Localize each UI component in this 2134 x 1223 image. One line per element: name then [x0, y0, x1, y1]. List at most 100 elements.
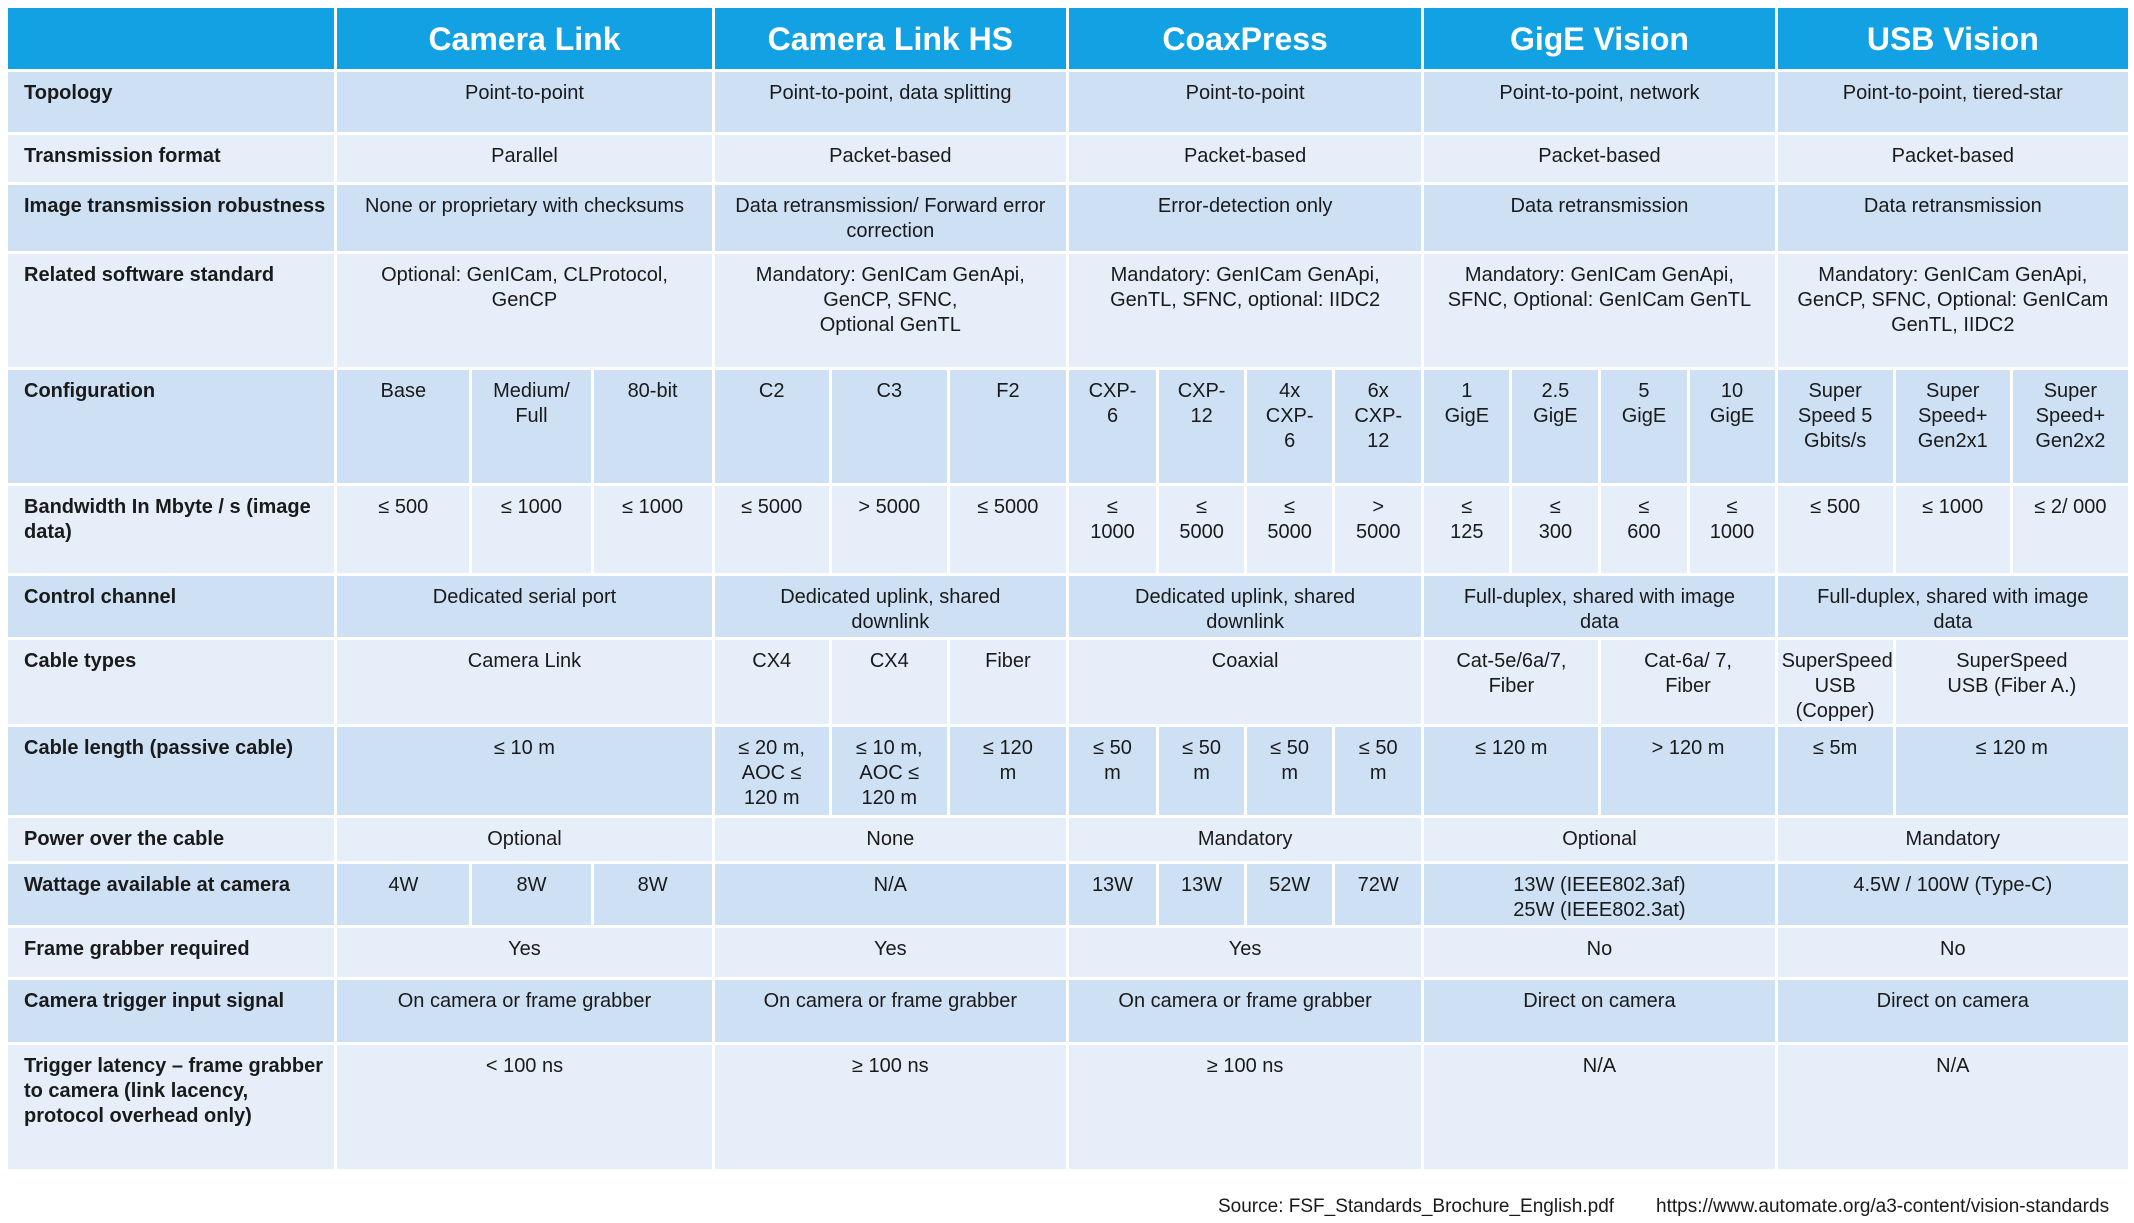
table-cell: N/A [1421, 1042, 1778, 1172]
table-cell: ≤ 1000 [1686, 483, 1778, 576]
row-label: Frame grabber required [4, 925, 338, 980]
row-label: Topology [4, 69, 338, 135]
table-cell: Mandatory [1065, 815, 1425, 864]
table-cell: ≤ 10 m [334, 724, 715, 818]
table-cell: Packet-based [1774, 132, 2132, 185]
table-cell: ≤ 50 m [1332, 724, 1425, 818]
table-cell: ≥ 100 ns [1065, 1042, 1425, 1172]
table-cell: ≤ 20 m, AOC ≤ 120 m [711, 724, 832, 818]
table-cell: ≤ 5000 [1244, 483, 1336, 576]
table-cell: ≤ 50 m [1065, 724, 1160, 818]
table-row: Related software standard Optional: GenIC… [4, 251, 2132, 370]
table-cell: Dedicated serial port [334, 573, 715, 640]
table-cell: ≤ 500 [1774, 483, 1896, 576]
table-row: Configuration Base Medium/ Full 80-bit C2 C3 F… [4, 367, 2132, 486]
table-cell: F2 [946, 367, 1069, 486]
table-cell: Mandatory [1774, 815, 2132, 864]
table-cell: Point-to-point [334, 69, 715, 135]
table-cell: Dedicated uplink, shared downlink [1065, 573, 1425, 640]
row-label: Configuration [4, 367, 338, 486]
row-label: Related software standard [4, 251, 338, 370]
source-url-link[interactable]: https://www.automate.org/a3-content/visi… [1656, 1196, 2110, 1217]
column-header-camera-link-hs: Camera Link HS [711, 5, 1069, 72]
table-cell: ≤ 120 m [1892, 724, 2132, 818]
table-cell: ≤ 50 m [1156, 724, 1248, 818]
column-header-coaxpress: CoaxPress [1065, 5, 1425, 72]
table-cell: Medium/ Full [469, 367, 594, 486]
table-cell: Cat-6a/ 7, Fiber [1598, 637, 1778, 727]
table-cell: Super Speed+ Gen2x1 [1892, 367, 2013, 486]
table-cell: ≤ 120 m [1421, 724, 1602, 818]
table-cell: Dedicated uplink, shared downlink [711, 573, 1069, 640]
table-cell: Mandatory: GenICam GenApi, SFNC, Optiona… [1421, 251, 1778, 370]
table-cell: 4.5W / 100W (Type-C) [1774, 861, 2132, 928]
table-cell: Super Speed 5 Gbits/s [1774, 367, 1896, 486]
table-row: Transmission format Parallel Packet-based P… [4, 132, 2132, 185]
table-cell: Point-to-point [1065, 69, 1425, 135]
row-label: Transmission format [4, 132, 338, 185]
table-cell: Optional [1421, 815, 1778, 864]
table-cell: Super Speed+ Gen2x2 [2009, 367, 2132, 486]
table-cell: 5 GigE [1598, 367, 1690, 486]
table-cell: > 5000 [1332, 483, 1425, 576]
table-cell: < 100 ns [334, 1042, 715, 1172]
table-row: Power over the cable Optional None Mandator… [4, 815, 2132, 864]
table-cell: Packet-based [711, 132, 1069, 185]
table-cell: Error-detection only [1065, 182, 1425, 254]
table-row: Bandwidth In Mbyte / s (image data) ≤ 500… [4, 483, 2132, 576]
table-cell: Base [334, 367, 473, 486]
table-cell: ≤ 125 [1421, 483, 1513, 576]
column-header-gige-vision: GigE Vision [1421, 5, 1778, 72]
table-cell: ≤ 1000 [1065, 483, 1160, 576]
table-cell: N/A [711, 861, 1069, 928]
table-cell: Yes [711, 925, 1069, 980]
row-label: Cable length (passive cable) [4, 724, 338, 818]
table-cell: ≤ 1000 [1892, 483, 2013, 576]
table-cell: Yes [334, 925, 715, 980]
table-cell: > 120 m [1598, 724, 1778, 818]
table-cell: Parallel [334, 132, 715, 185]
table-cell: Data retransmission [1421, 182, 1778, 254]
header-row: Camera Link Camera Link HS CoaxPress GigE V… [4, 5, 2132, 72]
table-cell: ≤ 500 [334, 483, 473, 576]
table-cell: ≤ 1000 [590, 483, 715, 576]
header-corner [4, 5, 338, 72]
table-cell: 8W [590, 861, 715, 928]
table-cell: Mandatory: GenICam GenApi, GenCP, SFNC, … [711, 251, 1069, 370]
vision-standards-comparison-table: Camera Link Camera Link HS CoaxPress GigE V… [4, 5, 2132, 1172]
table-cell: 80-bit [590, 367, 715, 486]
table-cell: Point-to-point, network [1421, 69, 1778, 135]
table-cell: Data retransmission [1774, 182, 2132, 254]
table-cell: 72W [1332, 861, 1425, 928]
row-label: Image transmission robustness [4, 182, 338, 254]
table-cell: ≤ 10 m, AOC ≤ 120 m [828, 724, 950, 818]
table-cell: 4W [334, 861, 473, 928]
table-cell: SuperSpeed USB (Fiber A.) [1892, 637, 2132, 727]
table-cell: Direct on camera [1421, 977, 1778, 1045]
column-header-usb-vision: USB Vision [1774, 5, 2132, 72]
table-cell: ≤ 50 m [1244, 724, 1336, 818]
table-row: Control channel Dedicated serial port Dedi… [4, 573, 2132, 640]
table-cell: On camera or frame grabber [334, 977, 715, 1045]
row-label: Control channel [4, 573, 338, 640]
column-header-camera-link: Camera Link [334, 5, 715, 72]
row-label: Wattage available at camera [4, 861, 338, 928]
table-cell: > 5000 [828, 483, 950, 576]
table-cell: SuperSpeed USB (Copper) [1774, 637, 1896, 727]
table-cell: Camera Link [334, 637, 715, 727]
table-row: Trigger latency – frame grabber to camer… [4, 1042, 2132, 1172]
table-cell: Packet-based [1421, 132, 1778, 185]
table-cell: On camera or frame grabber [1065, 977, 1425, 1045]
table-cell: CX4 [711, 637, 832, 727]
table-cell: CXP- 12 [1156, 367, 1248, 486]
table-cell: No [1774, 925, 2132, 980]
table-cell: ≤ 300 [1509, 483, 1602, 576]
row-label: Bandwidth In Mbyte / s (image data) [4, 483, 338, 576]
table-row: Cable types Camera Link CX4 CX4 Fiber Coaxial… [4, 637, 2132, 727]
table-cell: ≤ 600 [1598, 483, 1690, 576]
table-cell: 6x CXP- 12 [1332, 367, 1425, 486]
table-cell: 10 GigE [1686, 367, 1778, 486]
table-cell: CX4 [828, 637, 950, 727]
table-cell: ≤ 120 m [946, 724, 1069, 818]
table-cell: ≤ 5000 [711, 483, 832, 576]
